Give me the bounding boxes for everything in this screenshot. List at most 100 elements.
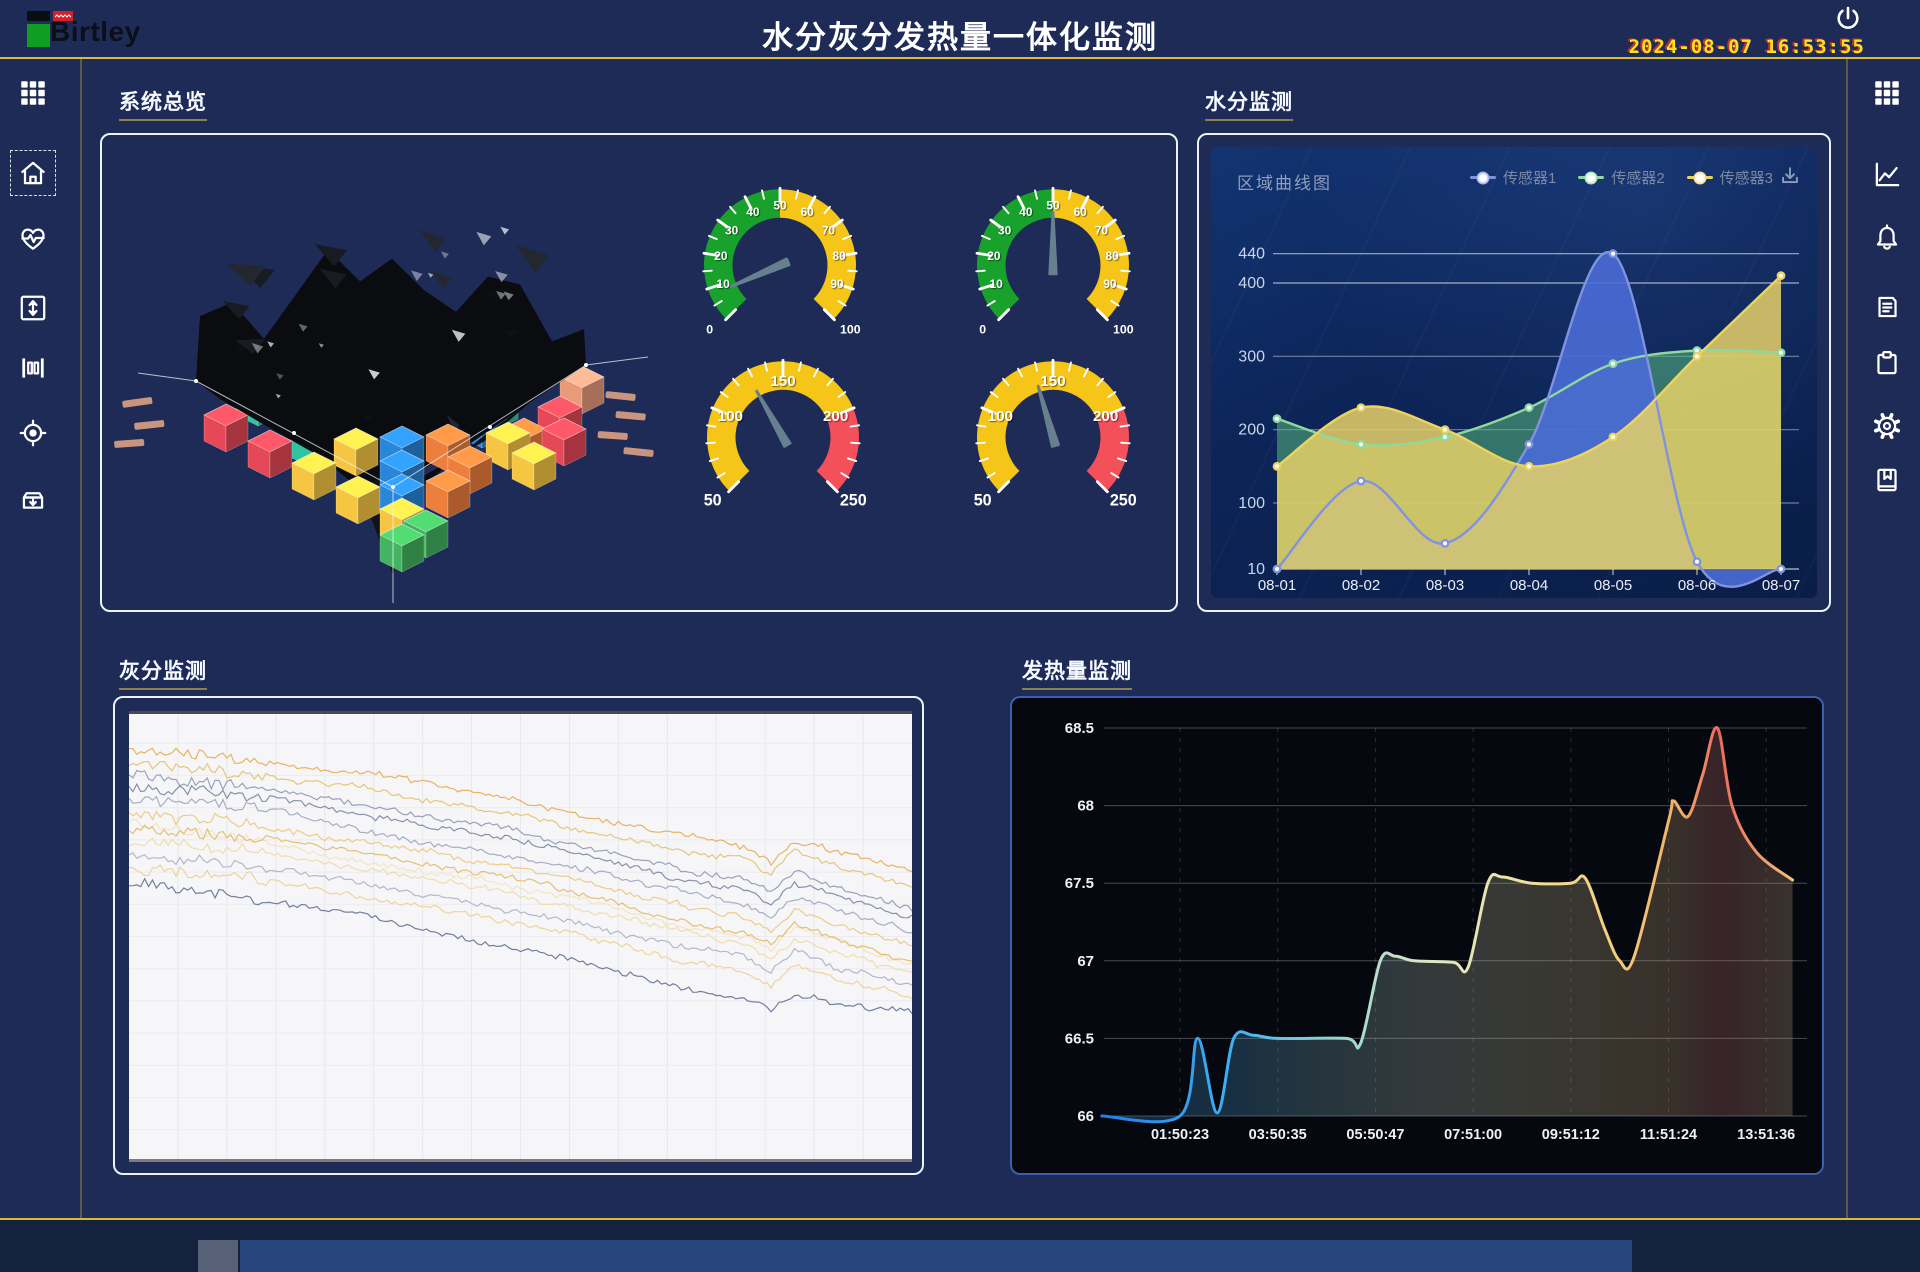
svg-text:20: 20 xyxy=(714,249,728,263)
svg-text:100: 100 xyxy=(840,323,861,337)
svg-text:13:51:36: 13:51:36 xyxy=(1737,1127,1795,1143)
svg-text:0: 0 xyxy=(979,323,986,337)
left-sidebar xyxy=(0,60,66,1210)
svg-text:01:50:23: 01:50:23 xyxy=(1151,1127,1209,1143)
legend-item-sensor3[interactable]: 传感器3 xyxy=(1686,167,1773,188)
svg-text:67: 67 xyxy=(1077,953,1094,970)
logo-black-block xyxy=(27,11,50,21)
svg-text:10: 10 xyxy=(989,277,1003,291)
legend-marker xyxy=(1686,171,1713,184)
heart-pulse-icon[interactable] xyxy=(10,215,56,261)
svg-text:66.5: 66.5 xyxy=(1065,1030,1094,1047)
svg-text:08-02: 08-02 xyxy=(1342,577,1380,594)
home-icon[interactable] xyxy=(10,150,56,196)
svg-text:66: 66 xyxy=(1077,1108,1094,1125)
svg-text:40: 40 xyxy=(1019,205,1033,219)
brand-name: Birtley xyxy=(50,16,141,47)
svg-text:100: 100 xyxy=(988,408,1013,425)
document-icon[interactable] xyxy=(1864,284,1910,330)
line-chart-icon[interactable] xyxy=(1864,152,1910,198)
svg-text:09:51:12: 09:51:12 xyxy=(1542,1127,1600,1143)
svg-text:50: 50 xyxy=(974,492,992,510)
gauge-2: 10 20 30 40 50 60 70 80 90 0 100 xyxy=(958,179,1148,344)
legend-item-label: 传感器3 xyxy=(1719,170,1773,187)
gear-icon[interactable] xyxy=(1864,403,1910,449)
svg-text:70: 70 xyxy=(1095,223,1109,237)
svg-text:250: 250 xyxy=(1110,492,1137,510)
svg-text:03:50:35: 03:50:35 xyxy=(1249,1127,1307,1143)
svg-text:68: 68 xyxy=(1077,798,1094,815)
panel-title-moisture: 水分监测 xyxy=(1205,86,1293,121)
svg-text:250: 250 xyxy=(840,492,867,510)
moisture-panel: 区域曲线图 传感器1 传感器2 传感器3 10 100 200 300 400 440 08-0… xyxy=(1197,133,1831,612)
logo-green-block xyxy=(27,24,50,47)
legend-marker xyxy=(1469,171,1496,184)
svg-text:150: 150 xyxy=(1040,373,1065,390)
svg-text:67.5: 67.5 xyxy=(1065,875,1094,892)
svg-text:60: 60 xyxy=(1074,205,1088,219)
gauge-3: 100 150 200 50 250 xyxy=(688,351,878,516)
ruler-icon[interactable] xyxy=(10,345,56,391)
svg-text:90: 90 xyxy=(1103,277,1117,291)
svg-text:440: 440 xyxy=(1238,246,1265,263)
grid-icon[interactable] xyxy=(1864,70,1910,116)
panel-title-overview: 系统总览 xyxy=(119,86,207,121)
footer-bar xyxy=(240,1240,1632,1272)
svg-text:50: 50 xyxy=(704,492,722,510)
svg-text:100: 100 xyxy=(1238,495,1265,512)
svg-text:08-03: 08-03 xyxy=(1426,577,1464,594)
datetime-clock: 2024-08-07 16:53:55 xyxy=(1629,36,1865,58)
coal-3d-visual xyxy=(114,226,654,603)
header-divider xyxy=(0,57,1920,59)
right-sidebar xyxy=(1854,60,1920,1210)
download-icon[interactable] xyxy=(1777,163,1803,189)
book-icon[interactable] xyxy=(1864,457,1910,503)
gauge-4: 100 150 200 50 250 xyxy=(958,351,1148,516)
area-chart-title: 区域曲线图 xyxy=(1237,174,1332,193)
ash-chart xyxy=(128,711,913,1162)
brand-logo: Birtley xyxy=(27,8,177,52)
legend-item-sensor2[interactable]: 传感器2 xyxy=(1578,167,1665,188)
svg-text:80: 80 xyxy=(833,249,847,263)
svg-text:07:51:00: 07:51:00 xyxy=(1444,1127,1502,1143)
left-frame-line xyxy=(80,58,82,1218)
svg-text:11:51:24: 11:51:24 xyxy=(1640,1127,1697,1143)
logo-red-block xyxy=(53,11,73,21)
legend-item-sensor1[interactable]: 传感器1 xyxy=(1469,167,1557,188)
locate-icon[interactable] xyxy=(10,410,56,456)
moisture-chart-card: 区域曲线图 传感器1 传感器2 传感器3 10 100 200 300 400 440 08-0… xyxy=(1211,147,1817,598)
svg-text:30: 30 xyxy=(998,223,1012,237)
legend-marker xyxy=(1578,171,1605,184)
svg-text:08-06: 08-06 xyxy=(1678,577,1716,594)
page-title: 水分灰分发热量一体化监测 xyxy=(762,20,1158,55)
moisture-chart: 10 100 200 300 400 440 08-01 08-02 08-03 08-04 08-… xyxy=(1238,246,1800,594)
bell-icon[interactable] xyxy=(1864,214,1910,260)
svg-text:90: 90 xyxy=(830,277,844,291)
svg-text:20: 20 xyxy=(987,249,1001,263)
power-icon[interactable] xyxy=(1833,4,1863,34)
ash-panel xyxy=(113,696,924,1175)
chart-legend: 传感器1 传感器2 传感器3 xyxy=(1469,167,1773,188)
header: Birtley 水分灰分发热量一体化监测 2024-08-07 16:53:55 xyxy=(0,0,1920,58)
svg-text:100: 100 xyxy=(1113,323,1134,337)
calorific-panel: 66 66.5 67 67.5 68 68.5 01:50:23 03:50:35 05:50:… xyxy=(1010,696,1824,1175)
footer-gray-segment xyxy=(198,1240,238,1272)
legend-item-label: 传感器1 xyxy=(1502,170,1557,187)
grid-icon[interactable] xyxy=(10,70,56,116)
svg-text:100: 100 xyxy=(718,408,743,425)
clipboard-icon[interactable] xyxy=(1864,340,1910,386)
svg-text:150: 150 xyxy=(770,373,795,390)
archive-down-icon[interactable] xyxy=(10,475,56,521)
right-frame-line xyxy=(1846,58,1848,1218)
expand-vertical-icon[interactable] xyxy=(10,285,56,331)
svg-text:400: 400 xyxy=(1238,275,1265,292)
svg-text:08-01: 08-01 xyxy=(1258,577,1296,594)
panel-title-calorific: 发热量监测 xyxy=(1022,655,1132,690)
svg-text:200: 200 xyxy=(1238,422,1265,439)
svg-text:40: 40 xyxy=(746,205,760,219)
svg-text:05:50:47: 05:50:47 xyxy=(1346,1127,1404,1143)
svg-text:68.5: 68.5 xyxy=(1065,720,1094,737)
svg-text:10: 10 xyxy=(1247,561,1265,578)
svg-text:08-05: 08-05 xyxy=(1594,577,1632,594)
ash-chart-card xyxy=(128,711,913,1162)
